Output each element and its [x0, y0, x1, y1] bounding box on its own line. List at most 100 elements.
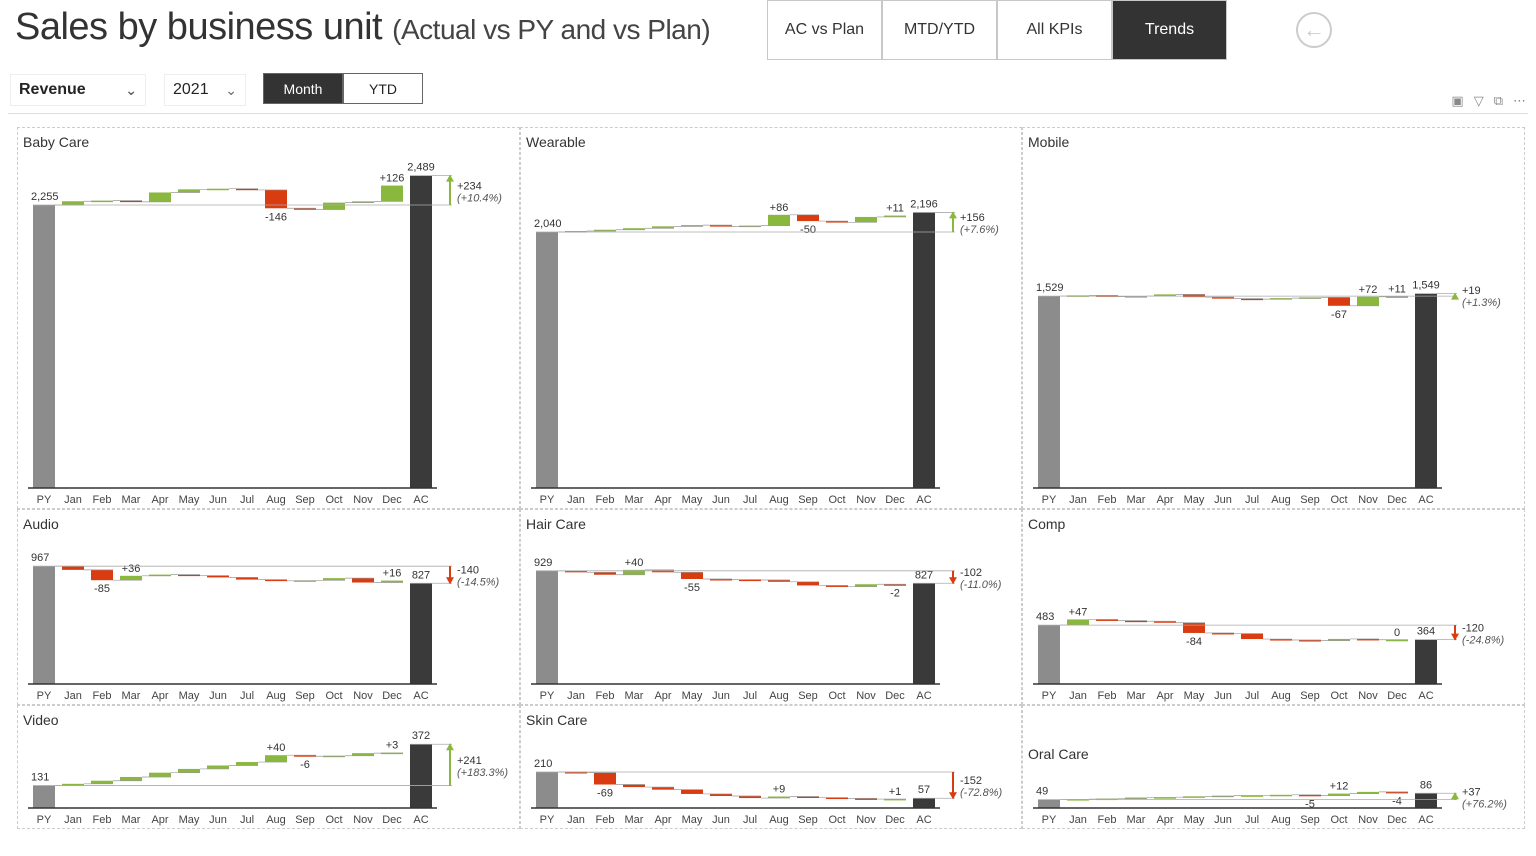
svg-text:+40: +40 [625, 557, 644, 569]
visual-header: ▣ ▽ ⧉ ⋯ [1451, 93, 1526, 109]
svg-text:Oct: Oct [1330, 814, 1347, 826]
nav-all-kpis[interactable]: All KPIs [997, 0, 1112, 60]
svg-text:Aug: Aug [266, 494, 286, 506]
svg-text:372: 372 [412, 730, 430, 742]
svg-text:Aug: Aug [266, 814, 286, 826]
svg-text:2,040: 2,040 [534, 218, 562, 230]
svg-text:+11: +11 [1388, 283, 1406, 295]
svg-text:Jan: Jan [64, 814, 82, 826]
svg-text:Feb: Feb [93, 690, 112, 702]
svg-text:+72: +72 [1359, 284, 1378, 296]
svg-text:Oct: Oct [325, 494, 342, 506]
svg-text:Sep: Sep [295, 814, 315, 826]
svg-text:Dec: Dec [1387, 814, 1407, 826]
waterfall-svg: 929 +40 -55 -2 827 -102(-11.0%) PY Jan Feb Mar Apr… [531, 557, 1002, 702]
svg-text:Jun: Jun [712, 690, 730, 702]
svg-text:AC: AC [916, 690, 931, 702]
waterfall-svg: 967 -85 +36 +16 827 -140(-14.5%) PY Jan Feb Mar Ap… [28, 552, 500, 702]
svg-text:May: May [179, 494, 200, 506]
svg-text:AC: AC [1418, 814, 1433, 826]
svg-text:Sep: Sep [798, 690, 818, 702]
svg-text:Apr: Apr [654, 814, 671, 826]
svg-text:Jan: Jan [567, 690, 585, 702]
svg-text:Jun: Jun [1214, 690, 1232, 702]
waterfall-svg: 2,040 +86 -50 +11 2,196 +156(+7.6%) PY Jan Feb Ma… [531, 198, 999, 506]
chart-comp[interactable]: Comp 483 +47 -84 0 364 -120 (-24.8%) PY Jan Feb Mar… [1022, 509, 1525, 705]
svg-text:Mar: Mar [1127, 494, 1146, 506]
svg-text:Jun: Jun [712, 494, 730, 506]
svg-text:Nov: Nov [1358, 814, 1378, 826]
svg-text:+36: +36 [122, 563, 141, 575]
year-dropdown[interactable]: 2021 ⌄ [164, 74, 246, 106]
comment-icon[interactable]: ▣ [1451, 93, 1464, 108]
svg-text:PY: PY [37, 690, 52, 702]
svg-text:Apr: Apr [1156, 690, 1173, 702]
svg-text:Sep: Sep [1300, 690, 1320, 702]
svg-text:929: 929 [534, 557, 552, 569]
svg-text:Apr: Apr [151, 690, 168, 702]
svg-text:(+10.4%): (+10.4%) [457, 192, 502, 204]
svg-text:PY: PY [37, 494, 52, 506]
svg-text:+12: +12 [1330, 781, 1349, 793]
svg-text:Apr: Apr [1156, 494, 1173, 506]
waterfall-svg: 131 +40 -6 +3 372 +241(+183.3%) PY Jan Feb Mar Apr… [28, 730, 508, 826]
nav-ac-vs-plan[interactable]: AC vs Plan [767, 0, 882, 60]
chart-skin-care[interactable]: Skin Care 210 -69 +9 +1 57 -152 (-72.8%) PY Jan Fe… [520, 705, 1022, 829]
svg-text:967: 967 [31, 552, 49, 564]
svg-text:2,196: 2,196 [910, 198, 938, 210]
focus-mode-icon[interactable]: ⧉ [1493, 93, 1503, 108]
svg-text:827: 827 [412, 569, 430, 581]
svg-text:Jun: Jun [712, 814, 730, 826]
svg-text:(+1.3%): (+1.3%) [1462, 297, 1501, 309]
svg-text:Oct: Oct [828, 814, 845, 826]
svg-text:-102: -102 [960, 567, 982, 579]
chart-title: Comp [1028, 516, 1066, 532]
chart-mobile[interactable]: Mobile 1,529 -67 +72 +11 1,549 +19 (+1.3%) PY Jan… [1022, 127, 1525, 509]
svg-text:Aug: Aug [1271, 814, 1291, 826]
svg-text:May: May [179, 814, 200, 826]
chevron-down-icon: ⌄ [225, 81, 237, 98]
svg-text:Jul: Jul [743, 690, 757, 702]
svg-text:Feb: Feb [1098, 814, 1117, 826]
svg-text:Jan: Jan [567, 494, 585, 506]
svg-text:AC: AC [1418, 494, 1433, 506]
svg-text:Sep: Sep [798, 494, 818, 506]
svg-text:Jan: Jan [567, 814, 585, 826]
svg-text:Apr: Apr [151, 814, 168, 826]
svg-text:-84: -84 [1186, 636, 1202, 648]
svg-text:Aug: Aug [769, 494, 789, 506]
ytd-button[interactable]: YTD [343, 73, 423, 104]
chart-oral-care[interactable]: Oral Care 49 -5 +12 -4 86 +37 (+76.2%) PY Jan Feb M… [1022, 705, 1525, 829]
svg-text:AC: AC [413, 814, 428, 826]
chart-baby-care[interactable]: Baby Care 2,255 -146 +126 2,489 +234 (+10.4%) P… [17, 127, 520, 509]
svg-text:Jul: Jul [743, 494, 757, 506]
svg-text:Nov: Nov [1358, 690, 1378, 702]
svg-text:Feb: Feb [1098, 494, 1117, 506]
svg-text:AC: AC [916, 814, 931, 826]
nav-trends[interactable]: Trends [1112, 0, 1227, 60]
chart-video[interactable]: Video 131 +40 -6 +3 372 +241 (+183.3%) PY Jan Feb M… [17, 705, 520, 829]
month-button[interactable]: Month [263, 73, 343, 104]
filter-icon[interactable]: ▽ [1473, 93, 1484, 108]
more-options-icon[interactable]: ⋯ [1513, 93, 1526, 108]
chart-hair-care[interactable]: Hair Care 929 +40 -55 -2 827 -102 (-11.0%) PY Jan… [520, 509, 1022, 705]
svg-text:Mar: Mar [122, 494, 141, 506]
svg-text:-6: -6 [300, 759, 310, 771]
svg-text:Apr: Apr [151, 494, 168, 506]
back-arrow-icon[interactable]: ← [1296, 12, 1332, 48]
nav-mtd-ytd[interactable]: MTD/YTD [882, 0, 997, 60]
chart-wearable[interactable]: Wearable 2,040 +86 -50 +11 2,196 +156 (+7.6%) PY… [520, 127, 1022, 509]
svg-text:+9: +9 [773, 784, 786, 796]
svg-text:+19: +19 [1462, 285, 1481, 297]
svg-text:Jul: Jul [240, 814, 254, 826]
svg-text:-146: -146 [265, 211, 287, 223]
svg-text:Oct: Oct [1330, 690, 1347, 702]
svg-text:Dec: Dec [1387, 494, 1407, 506]
svg-text:86: 86 [1420, 779, 1432, 791]
svg-text:Aug: Aug [266, 690, 286, 702]
chart-audio[interactable]: Audio 967 -85 +36 +16 827 -140 (-14.5%) PY Jan Feb… [17, 509, 520, 705]
waterfall-svg: 49 -5 +12 -4 86 +37(+76.2%) PY Jan Feb Mar Apr May J… [1033, 779, 1507, 826]
svg-text:-152: -152 [960, 775, 982, 787]
measure-dropdown[interactable]: Revenue ⌄ [10, 74, 146, 106]
